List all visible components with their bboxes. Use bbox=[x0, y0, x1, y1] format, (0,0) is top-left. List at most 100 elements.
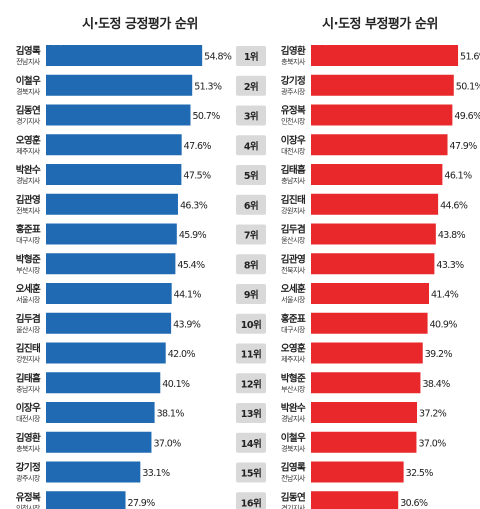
neg-bar-8 bbox=[311, 253, 435, 275]
rank-label-1: 1위 bbox=[244, 51, 258, 63]
rank-label-4: 4위 bbox=[244, 140, 258, 152]
pos-name-5: 박완수 bbox=[16, 164, 41, 176]
neg-role-4: 대전시장 bbox=[281, 146, 306, 155]
pos-bar-15 bbox=[46, 461, 141, 483]
pos-value-label-11: 42.0% bbox=[168, 349, 196, 360]
neg-role-10: 대구시장 bbox=[281, 325, 306, 334]
neg-value-label-8: 43.3% bbox=[436, 260, 464, 271]
pos-bar-14 bbox=[46, 431, 152, 453]
pos-bar-4 bbox=[46, 134, 182, 156]
pos-bar-6 bbox=[46, 193, 178, 215]
pos-value-label-7: 45.9% bbox=[179, 230, 207, 241]
rank-label-7: 7위 bbox=[244, 230, 258, 242]
neg-value-label-11: 39.2% bbox=[425, 349, 453, 360]
pos-bar-1 bbox=[46, 45, 203, 66]
rank-box-6 bbox=[236, 194, 266, 215]
pos-value-label-4: 47.6% bbox=[184, 141, 212, 152]
pos-name-3: 김동연 bbox=[16, 105, 40, 117]
pos-value-label-1: 54.8% bbox=[204, 52, 232, 63]
neg-bar-11 bbox=[311, 342, 423, 364]
pos-role-7: 대구시장 bbox=[16, 236, 41, 245]
rank-box-9 bbox=[236, 284, 266, 304]
rank-box-2 bbox=[236, 75, 266, 96]
rank-label-9: 9위 bbox=[244, 289, 258, 301]
neg-name-10: 홍준표 bbox=[281, 313, 306, 325]
rank-box-12 bbox=[236, 373, 266, 394]
rank-box-15 bbox=[236, 462, 266, 483]
rank-label-15: 15위 bbox=[241, 468, 261, 480]
neg-name-15: 김영록 bbox=[281, 462, 306, 474]
rank-label-8: 8위 bbox=[244, 259, 258, 271]
neg-role-2: 광주시장 bbox=[281, 87, 306, 96]
rank-box-4 bbox=[236, 135, 266, 156]
pos-name-4: 오영훈 bbox=[16, 134, 41, 146]
neg-value-label-3: 49.6% bbox=[454, 111, 480, 122]
neg-value-label-2: 50.1% bbox=[456, 81, 480, 92]
neg-role-1: 충북지사 bbox=[281, 57, 306, 66]
pos-name-15: 강기정 bbox=[16, 462, 40, 474]
pos-role-13: 대전시장 bbox=[16, 414, 41, 423]
neg-value-label-10: 40.9% bbox=[430, 319, 458, 330]
rank-label-10: 10위 bbox=[241, 319, 261, 331]
pos-name-14: 김영환 bbox=[16, 432, 41, 444]
pos-name-6: 김관영 bbox=[16, 194, 40, 206]
neg-name-3: 유정복 bbox=[281, 105, 306, 117]
pos-bar-13 bbox=[46, 402, 155, 423]
neg-role-15: 전남지사 bbox=[281, 474, 306, 483]
pos-role-9: 서울시장 bbox=[16, 295, 41, 304]
pos-role-2: 경북지사 bbox=[16, 87, 41, 96]
pos-role-1: 전남지사 bbox=[16, 57, 41, 66]
pos-bar-8 bbox=[46, 253, 176, 275]
neg-bar-13 bbox=[311, 402, 418, 423]
pos-value-label-13: 38.1% bbox=[157, 409, 185, 420]
rank-box-5 bbox=[236, 165, 266, 185]
pos-role-5: 경남지사 bbox=[16, 176, 41, 185]
pos-name-13: 이장우 bbox=[16, 402, 41, 414]
pos-value-label-12: 40.1% bbox=[162, 379, 190, 390]
neg-bar-5 bbox=[311, 164, 443, 185]
neg-value-label-1: 51.6% bbox=[460, 52, 480, 63]
pos-value-label-6: 46.3% bbox=[180, 200, 208, 211]
pos-role-11: 강원지사 bbox=[16, 355, 41, 364]
rank-box-8 bbox=[236, 254, 266, 275]
pos-name-16: 유정복 bbox=[16, 491, 41, 503]
neg-value-label-14: 37.0% bbox=[418, 438, 446, 449]
neg-value-label-5: 46.1% bbox=[444, 171, 472, 182]
neg-bar-14 bbox=[311, 431, 417, 453]
pos-bar-2 bbox=[46, 74, 193, 96]
rank-box-14 bbox=[236, 432, 266, 453]
rank-box-3 bbox=[236, 105, 266, 126]
neg-role-12: 부산시장 bbox=[281, 384, 306, 393]
pos-role-3: 경기지사 bbox=[16, 117, 41, 126]
rank-box-1 bbox=[236, 46, 266, 66]
rank-box-7 bbox=[236, 224, 266, 245]
neg-name-7: 김두겸 bbox=[281, 224, 305, 236]
neg-bar-12 bbox=[311, 372, 421, 394]
neg-bar-10 bbox=[311, 312, 428, 334]
pos-bar-7 bbox=[46, 223, 177, 245]
pos-bar-12 bbox=[46, 372, 161, 394]
neg-role-11: 제주지사 bbox=[281, 355, 306, 364]
rank-label-3: 3위 bbox=[244, 111, 258, 123]
pos-role-6: 전북지사 bbox=[16, 206, 41, 215]
pos-name-8: 박형준 bbox=[16, 253, 41, 265]
neg-series-flag: 부정 bbox=[315, 36, 329, 46]
neg-role-5: 충남지사 bbox=[281, 176, 306, 185]
pos-value-label-5: 47.5% bbox=[183, 171, 211, 182]
neg-role-14: 경북지사 bbox=[281, 444, 306, 453]
pos-name-1: 김영록 bbox=[16, 45, 41, 57]
pos-bar-5 bbox=[46, 164, 182, 185]
rank-label-5: 5위 bbox=[244, 170, 258, 182]
neg-role-6: 강원지사 bbox=[281, 206, 306, 215]
neg-bar-4 bbox=[311, 134, 448, 156]
rank-label-2: 2위 bbox=[244, 81, 258, 93]
neg-bar-15 bbox=[311, 461, 404, 483]
neg-name-11: 오영훈 bbox=[281, 343, 306, 355]
neg-bar-2 bbox=[311, 74, 454, 96]
neg-role-9: 서울시장 bbox=[281, 295, 306, 304]
pos-value-label-2: 51.3% bbox=[194, 81, 222, 92]
neg-value-label-7: 43.8% bbox=[438, 230, 466, 241]
rank-box-11 bbox=[236, 343, 266, 364]
pos-value-label-8: 45.4% bbox=[177, 260, 205, 271]
pos-role-10: 울산시장 bbox=[16, 325, 41, 334]
